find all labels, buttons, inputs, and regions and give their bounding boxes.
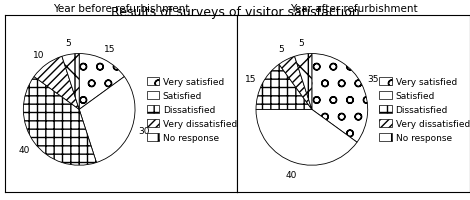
- Text: 30: 30: [138, 126, 150, 135]
- Wedge shape: [256, 110, 357, 165]
- Text: 5: 5: [298, 38, 304, 47]
- Text: 40: 40: [285, 170, 297, 179]
- Legend: Very satisfied, Satisfied, Dissatisfied, Very dissatisfied, No response: Very satisfied, Satisfied, Dissatisfied,…: [379, 77, 470, 142]
- Wedge shape: [79, 54, 125, 110]
- Text: 15: 15: [245, 75, 257, 84]
- Legend: Very satisfied, Satisfied, Dissatisfied, Very dissatisfied, No response: Very satisfied, Satisfied, Dissatisfied,…: [147, 77, 237, 142]
- Text: Results of surveys of visitor satisfaction: Results of surveys of visitor satisfacti…: [110, 6, 360, 19]
- Wedge shape: [312, 54, 368, 142]
- Wedge shape: [295, 54, 312, 110]
- Title: Year after refurbishment: Year after refurbishment: [290, 4, 417, 14]
- Wedge shape: [62, 54, 79, 110]
- Text: 10: 10: [33, 51, 45, 59]
- Text: 35: 35: [367, 75, 378, 84]
- Text: 5: 5: [66, 38, 71, 47]
- Wedge shape: [34, 57, 79, 110]
- Text: 15: 15: [104, 45, 116, 54]
- Wedge shape: [256, 65, 312, 110]
- Wedge shape: [79, 77, 135, 163]
- Wedge shape: [24, 77, 96, 165]
- Text: 40: 40: [18, 145, 30, 154]
- Wedge shape: [279, 57, 312, 110]
- Title: Year before refurbishment: Year before refurbishment: [53, 4, 189, 14]
- Text: 5: 5: [278, 45, 284, 54]
